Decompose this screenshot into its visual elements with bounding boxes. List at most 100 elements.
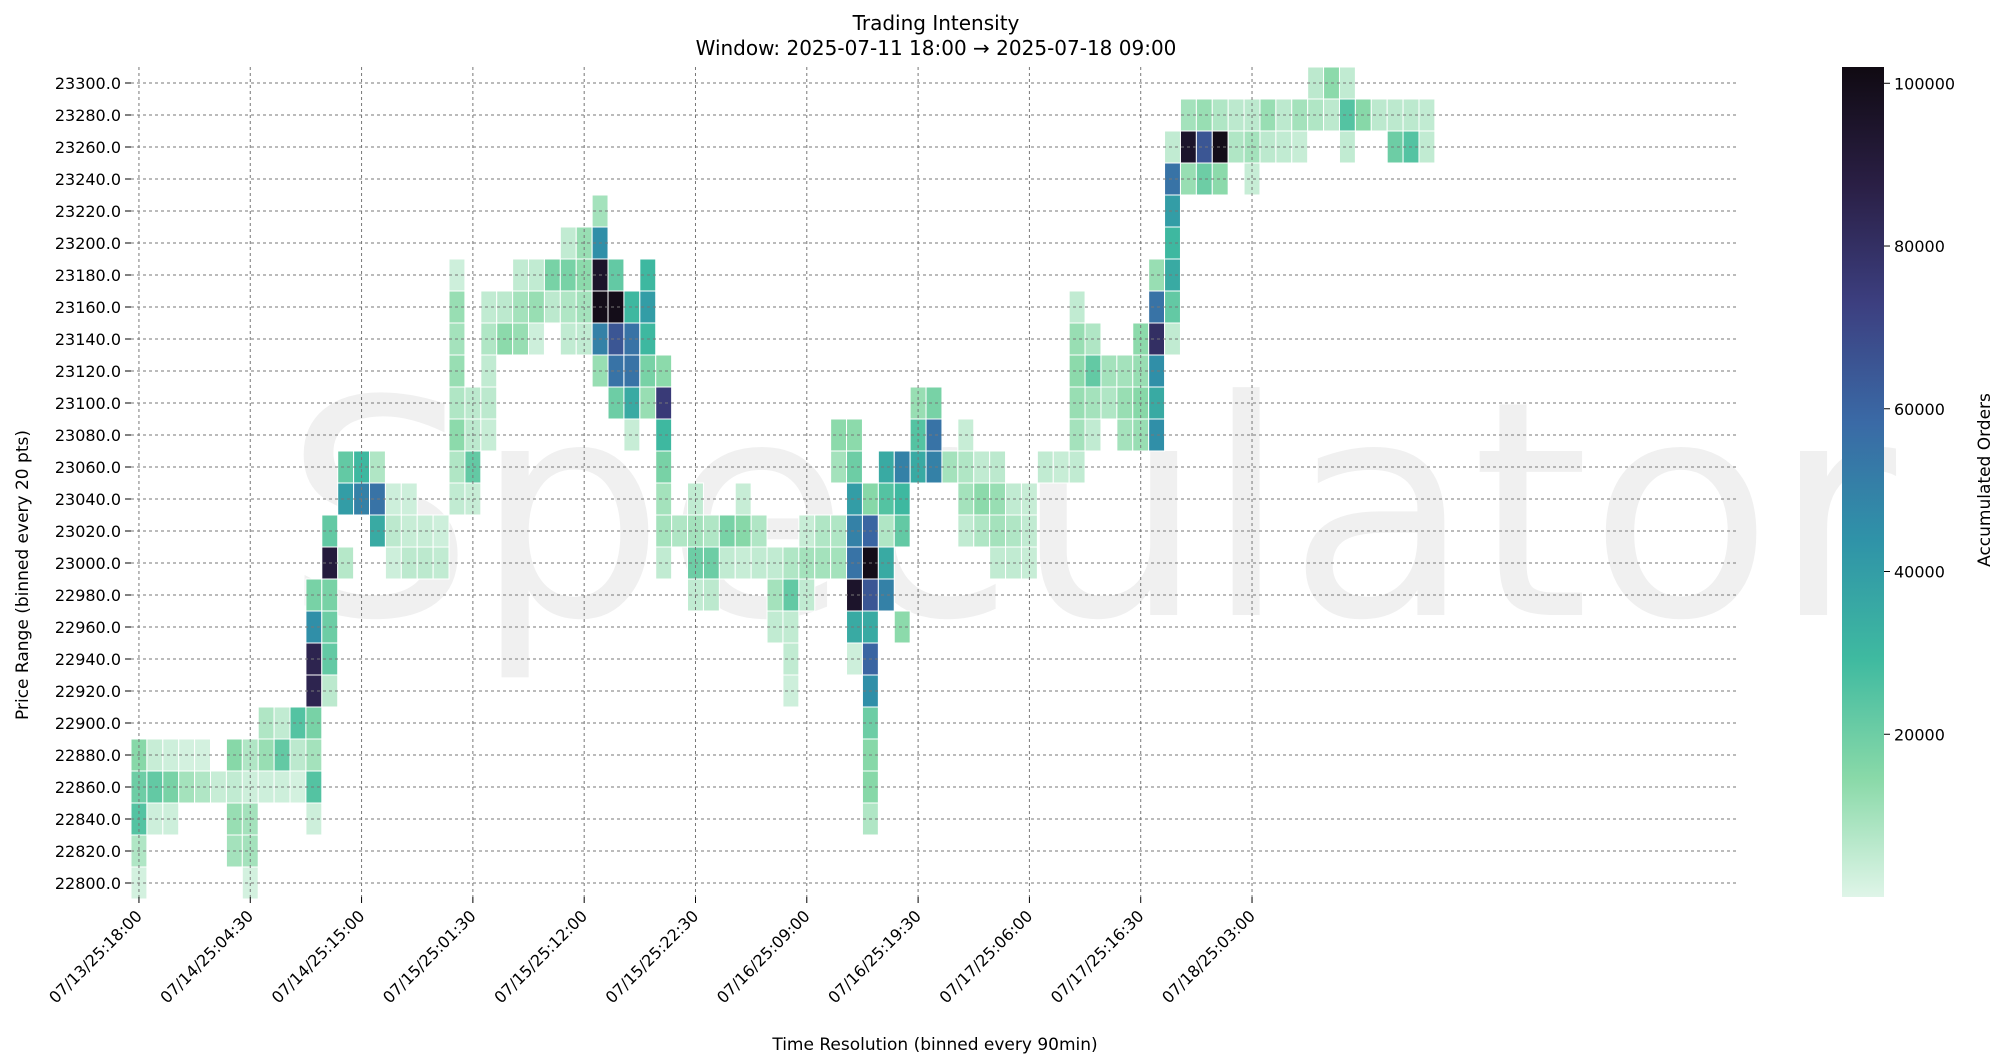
x-tick-label: 07/17/25:06:00 xyxy=(936,906,1037,1007)
heatmap-cell xyxy=(1164,322,1181,356)
chart-subtitle: Window: 2025-07-11 18:00 → 2025-07-18 09… xyxy=(696,36,1177,60)
heatmap-cell xyxy=(559,322,577,356)
heatmap-cell xyxy=(528,258,545,292)
heatmap-cell xyxy=(1195,162,1213,196)
colorbar-tick-label: 40000 xyxy=(1894,563,1945,582)
heatmap-cell xyxy=(925,418,943,452)
y-tick-label: 23280.0 xyxy=(55,106,121,125)
heatmap-cell xyxy=(1068,322,1086,356)
heatmap-cell xyxy=(925,386,943,420)
chart-title: Trading Intensity xyxy=(852,11,1020,35)
heatmap-cell xyxy=(846,482,863,516)
heatmap-cell xyxy=(655,546,673,580)
heatmap-cell xyxy=(846,610,863,644)
x-tick-label: 07/15/25:22:30 xyxy=(602,906,703,1007)
heatmap-cell xyxy=(1164,194,1181,228)
heatmap-cell xyxy=(1068,290,1086,324)
heatmap-cell xyxy=(241,738,259,772)
y-tick-label: 23160.0 xyxy=(55,298,121,317)
y-tick-label: 23260.0 xyxy=(55,138,121,157)
heatmap-cell xyxy=(480,322,498,356)
x-axis-label: Time Resolution (binned every 90min) xyxy=(771,1035,1097,1055)
x-tick-label: 07/15/25:01:30 xyxy=(379,906,480,1007)
y-tick-label: 23220.0 xyxy=(55,202,121,221)
heatmap-cell xyxy=(337,482,355,516)
y-tick-label: 22820.0 xyxy=(55,842,121,861)
heatmap-cell xyxy=(655,450,673,484)
y-tick-label: 22860.0 xyxy=(55,778,121,797)
heatmap-cell xyxy=(1291,130,1309,164)
heatmap-cell xyxy=(1164,130,1181,164)
heatmap-cell xyxy=(384,514,402,548)
heatmap-cell xyxy=(1338,98,1356,132)
heatmap-cell xyxy=(1068,418,1086,452)
heatmap-cell xyxy=(289,770,307,804)
heatmap-cell xyxy=(194,738,212,772)
heatmap-cell xyxy=(1068,386,1086,420)
colorbar-tick-label: 100000 xyxy=(1894,74,1955,93)
heatmap-cell xyxy=(1068,354,1086,388)
y-tick-label: 23180.0 xyxy=(55,266,121,285)
x-tick-label: 07/15/25:12:00 xyxy=(490,906,591,1007)
heatmap-cell xyxy=(559,290,577,324)
heatmap-cell xyxy=(162,770,180,804)
x-tick-label: 07/16/25:09:00 xyxy=(713,906,814,1007)
heatmap-cell xyxy=(194,770,212,804)
heatmap-cell xyxy=(607,386,625,420)
colorbar-tick-label: 80000 xyxy=(1894,237,1945,256)
colorbar-ticks: 20000 40000 60000 80000 100000 xyxy=(1884,74,1955,744)
heatmap-cell xyxy=(750,546,768,580)
heatmap-cell xyxy=(702,546,720,580)
heatmap-cell xyxy=(1164,162,1181,196)
heatmap-cell xyxy=(1338,130,1356,164)
heatmap-cell xyxy=(798,546,816,580)
heatmap-cell xyxy=(702,578,720,612)
heatmap-cell xyxy=(973,514,991,548)
y-tick-label: 23060.0 xyxy=(55,458,121,477)
x-tick-label: 07/18/25:03:00 xyxy=(1158,906,1259,1007)
heatmap-cell xyxy=(750,514,768,548)
heatmap-cell xyxy=(559,258,577,292)
heatmap-cell xyxy=(877,482,895,516)
x-tick-label: 07/14/25:04:30 xyxy=(156,906,257,1007)
y-tick-label: 22920.0 xyxy=(55,682,121,701)
heatmap-cell xyxy=(877,514,895,548)
heatmap-cell xyxy=(432,546,450,580)
heatmap-cell xyxy=(1164,290,1181,324)
y-tick-label: 23140.0 xyxy=(55,330,121,349)
x-axis-ticks: 07/13/25:18:00 07/14/25:04:30 07/14/25:15:… xyxy=(45,897,1259,1007)
heatmap-cell xyxy=(846,450,863,484)
heatmap-cell xyxy=(480,354,498,388)
heatmap-cell xyxy=(607,258,625,292)
heatmap-cell xyxy=(162,738,180,772)
heatmap-cell xyxy=(480,386,498,420)
heatmap-cell xyxy=(1020,546,1038,580)
y-axis-ticks: 22800.0 22820.0 22840.0 22860.0 22880.0 22900… xyxy=(55,74,131,893)
heatmap-cell xyxy=(162,802,180,836)
heatmap-cell xyxy=(973,450,991,484)
x-tick-label: 07/16/25:19:30 xyxy=(824,906,925,1007)
y-tick-label: 22800.0 xyxy=(55,874,121,893)
y-tick-label: 23240.0 xyxy=(55,170,121,189)
heatmap-cell xyxy=(607,322,625,356)
heatmap-cell xyxy=(241,834,259,868)
heatmap-cell xyxy=(210,770,227,804)
heatmap-cell xyxy=(337,546,355,580)
grid-lines xyxy=(131,67,1737,897)
heatmap-cell xyxy=(925,450,943,484)
y-axis-label: Price Range (binned every 20 pts) xyxy=(13,430,33,720)
heatmap-cell xyxy=(846,514,863,548)
heatmap-cell xyxy=(877,450,895,484)
heatmap-cell xyxy=(480,418,498,452)
y-tick-label: 23040.0 xyxy=(55,490,121,509)
heatmap-cell xyxy=(973,482,991,516)
heatmap-cell xyxy=(1338,66,1356,100)
x-tick-label: 07/13/25:18:00 xyxy=(45,906,146,1007)
heatmap-cell xyxy=(1195,98,1213,132)
colorbar xyxy=(1842,67,1884,897)
heatmap-cell xyxy=(846,546,863,580)
heatmap-cell xyxy=(702,514,720,548)
heatmap-cell xyxy=(846,418,863,452)
y-tick-label: 22980.0 xyxy=(55,586,121,605)
